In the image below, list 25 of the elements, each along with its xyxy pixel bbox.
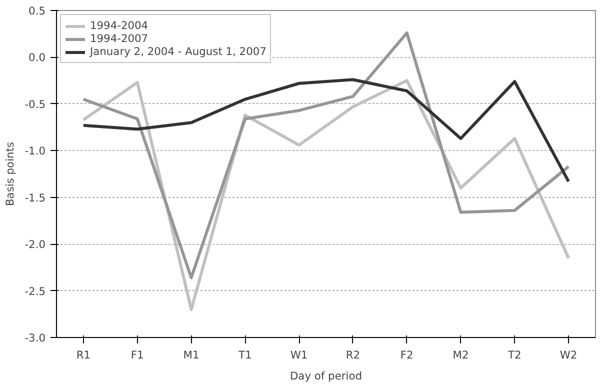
x-tick-label: T2	[507, 348, 522, 362]
line-series	[82, 78, 570, 183]
x-tick-label: W1	[290, 348, 308, 362]
line-series	[82, 31, 570, 280]
x-tick-label: F1	[130, 348, 144, 362]
x-tick-label: R2	[346, 348, 360, 362]
y-tick-label: -1.5	[24, 191, 46, 204]
legend-label: 1994-2007	[90, 32, 148, 45]
legend-label: 1994-2004	[90, 19, 148, 32]
y-tick-label: 0.5	[28, 4, 46, 18]
y-tick-label: -2.5	[24, 284, 46, 298]
x-tick-label: T1	[238, 348, 252, 362]
y-axis-title: Basis points	[4, 142, 17, 206]
x-axis-title: Day of period	[290, 370, 362, 382]
y-tick-label: -0.5	[24, 98, 46, 111]
y-tick-label: -3.0	[24, 332, 46, 344]
x-tick-label: R1	[76, 348, 91, 362]
x-tick-label: M1	[183, 348, 200, 362]
y-tick-label: 0.0	[28, 51, 46, 64]
x-tick-label: M2	[452, 348, 469, 362]
legend-label: January 2, 2004 - August 1, 2007	[90, 45, 266, 58]
x-tick-label: F2	[400, 348, 414, 362]
y-tick-label: -1.0	[24, 144, 46, 158]
y-tick-label: -2.0	[24, 238, 46, 252]
x-tick-label: W2	[560, 348, 578, 362]
